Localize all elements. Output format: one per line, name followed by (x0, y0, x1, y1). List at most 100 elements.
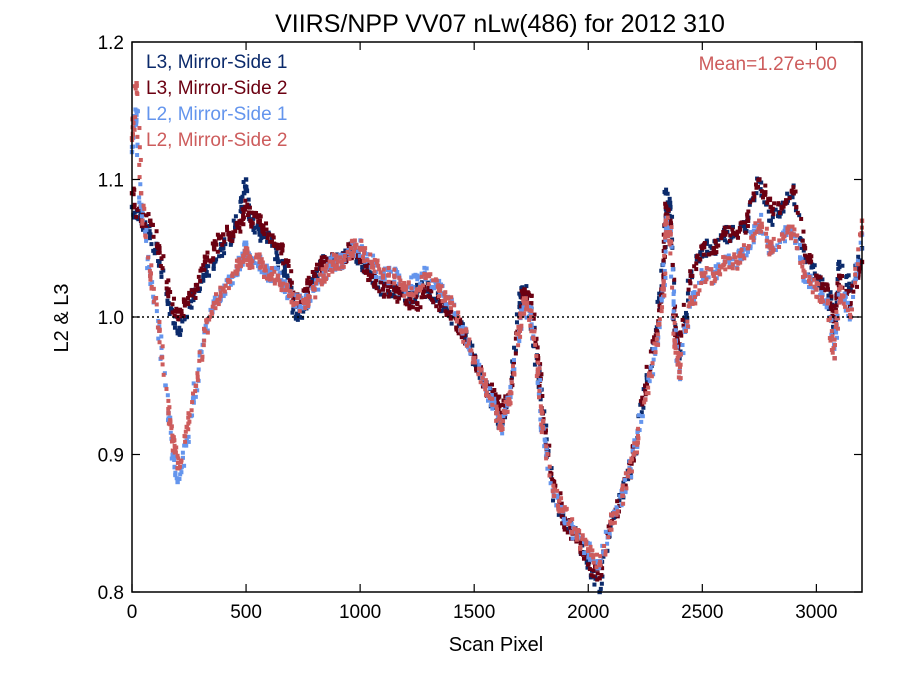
data-point-cloud (435, 291, 440, 296)
data-point-cloud (730, 224, 735, 229)
data-point-cloud (699, 268, 704, 273)
data-point-cloud (470, 343, 475, 348)
data-point-cloud (664, 221, 669, 226)
data-point-cloud (771, 247, 776, 252)
data-point-cloud (617, 503, 622, 508)
data-point-cloud (422, 272, 427, 277)
data-point-cloud (201, 343, 206, 348)
data-point (257, 218, 262, 223)
data-point-cloud (519, 289, 524, 294)
data-point-cloud (680, 317, 685, 322)
data-point-cloud (772, 201, 777, 206)
data-point-cloud (316, 287, 321, 292)
data-point-cloud (429, 284, 434, 289)
data-point-cloud (652, 335, 657, 340)
data-point-cloud (197, 350, 202, 355)
data-point-cloud (663, 235, 668, 240)
data-point-cloud (829, 306, 834, 311)
data-point-cloud (295, 317, 300, 322)
data-point-cloud (623, 484, 628, 489)
data-point-cloud (670, 285, 675, 290)
data-point-cloud (258, 238, 263, 243)
data-point-cloud (518, 293, 523, 298)
data-point-cloud (601, 554, 606, 559)
data-point-cloud (551, 483, 556, 488)
data-point-cloud (281, 261, 286, 266)
data-point-cloud (355, 261, 360, 266)
data-point-cloud (632, 441, 637, 446)
data-point-cloud (353, 245, 358, 250)
data-point-cloud (270, 272, 275, 277)
data-point-cloud (186, 302, 191, 307)
data-point-cloud (584, 542, 589, 547)
data-point-cloud (275, 253, 280, 258)
data-point-cloud (331, 252, 336, 257)
data-point (414, 273, 420, 278)
data-point-cloud (402, 293, 407, 298)
data-point (517, 301, 523, 306)
data-point-cloud (555, 493, 560, 498)
data-point-cloud (424, 266, 429, 271)
data-point-cloud (257, 252, 262, 257)
data-point-cloud (843, 294, 848, 299)
data-point-cloud (385, 288, 390, 293)
data-point-cloud (398, 282, 403, 287)
data-point-cloud (588, 557, 593, 562)
data-point-cloud (279, 251, 284, 256)
data-point-cloud (647, 379, 652, 384)
data-point-cloud (306, 302, 311, 307)
data-point-cloud (272, 265, 277, 270)
data-point-cloud (259, 235, 264, 240)
data-point-cloud (372, 257, 377, 262)
data-point-cloud (293, 304, 298, 309)
data-point-cloud (665, 231, 670, 236)
data-point (148, 232, 153, 237)
data-point-cloud (272, 281, 277, 286)
data-point-cloud (764, 231, 769, 236)
data-point-cloud (572, 526, 577, 531)
data-point-cloud (306, 299, 311, 304)
data-point-cloud (793, 208, 798, 213)
data-point-cloud (615, 499, 620, 504)
data-point-cloud (137, 162, 142, 167)
data-point-cloud (290, 310, 295, 315)
data-point-cloud (690, 273, 695, 278)
data-point-cloud (132, 215, 137, 220)
data-point-cloud (179, 470, 184, 475)
data-point-cloud (221, 294, 226, 299)
data-point-cloud (378, 292, 383, 297)
data-point-cloud (858, 233, 863, 238)
data-point-cloud (822, 301, 827, 306)
data-point-cloud (148, 277, 153, 282)
data-point-cloud (246, 210, 251, 215)
data-point-cloud (513, 348, 518, 353)
data-point-cloud (133, 115, 138, 120)
data-point-cloud (847, 281, 852, 286)
data-point-cloud (262, 232, 267, 237)
data-point-cloud (781, 209, 786, 214)
data-point-cloud (297, 294, 302, 299)
data-point-cloud (770, 206, 775, 211)
data-point-cloud (163, 383, 168, 388)
data-point-cloud (166, 421, 171, 426)
data-point-cloud (244, 184, 249, 189)
data-point-cloud (812, 284, 817, 289)
data-point-cloud (263, 264, 268, 269)
data-point-cloud (521, 298, 526, 303)
data-point-cloud (207, 317, 212, 322)
data-point-cloud (520, 285, 525, 290)
data-point-cloud (712, 279, 717, 284)
data-point-cloud (195, 282, 200, 287)
data-point-cloud (505, 409, 510, 414)
data-point (414, 287, 420, 292)
data-point-cloud (853, 264, 858, 269)
data-point (529, 301, 534, 306)
data-point (499, 411, 504, 416)
data-point-cloud (282, 273, 287, 278)
data-point-cloud (578, 549, 583, 554)
data-point-cloud (767, 239, 772, 244)
data-point-cloud (334, 264, 339, 269)
data-point-cloud (720, 233, 725, 238)
data-point-cloud (195, 371, 200, 376)
data-point-cloud (509, 380, 514, 385)
